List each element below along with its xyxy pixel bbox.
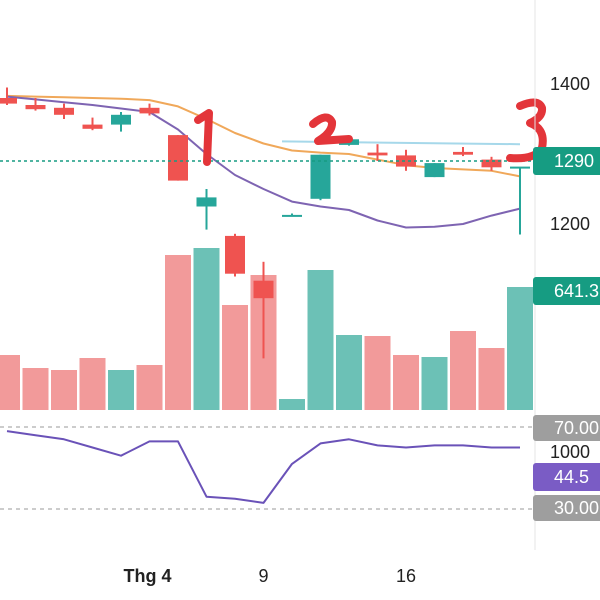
candle-body[interactable] [310,154,331,199]
candle-body[interactable] [139,107,160,114]
last-price-badge-text: 1290 [554,151,594,171]
rsi-upper-badge: 70.00 [533,415,600,441]
candle-body[interactable] [111,114,131,125]
candle-body[interactable] [481,159,502,168]
volume-bar [421,357,448,410]
candle-body[interactable] [25,105,46,110]
candle-body[interactable] [453,151,473,155]
last-price-badge-bg [533,147,600,175]
volume-bar [0,355,20,410]
volume-bar [307,270,334,410]
volume-bar [507,287,533,410]
price-tick-label: 1000 [550,442,590,462]
volume-bar [450,331,476,410]
volume-bar [51,370,77,410]
rsi-lower-badge-text: 30.00 [554,498,599,518]
volume-badge-bg [533,277,600,305]
x-tick-label: Thg 4 [124,566,172,586]
ma-fast-line [6,95,521,229]
candle-body[interactable] [367,152,388,156]
volume-bar [136,365,163,410]
volume-bar [478,348,505,410]
rsi-value-badge: 44.5 [533,463,600,491]
candle-body[interactable] [424,163,445,178]
volume-badge-text: 641.3 [554,281,599,301]
volume-layer [0,248,533,410]
volume-bar [222,305,248,410]
rsi-upper-badge-text: 70.00 [554,418,599,438]
candles-layer [0,87,530,359]
x-tick-label: 9 [258,566,268,586]
rsi-value-badge-text: 44.5 [554,467,589,487]
rsi-lower-badge: 30.00 [533,495,600,521]
moving-average-layer [6,94,521,229]
rsi-lower-badge-bg [533,495,600,521]
candle-body[interactable] [225,235,245,274]
candle-body[interactable] [0,98,17,104]
candle-body[interactable] [54,107,74,115]
volume-bar [108,370,134,410]
price-tick-label: 1200 [550,214,590,234]
axis-layer: 14001300120011001000Thg 49161290641.370.… [124,0,600,586]
rsi-value-badge-bg [533,463,600,491]
volume-bar [79,358,106,410]
volume-badge: 641.3 [533,277,600,305]
price-tick-label: 1400 [550,74,590,94]
x-tick-label: 16 [396,566,416,586]
volume-bar [279,399,305,410]
candle-body[interactable] [82,124,103,129]
volume-bar [193,248,220,410]
annotation-mark: 1 [194,109,213,166]
rsi-upper-badge-bg [533,415,600,441]
volume-bar [336,335,362,410]
candle-body[interactable] [253,280,274,299]
volume-bar [364,336,391,410]
rsi-layer [0,426,532,510]
rsi-line [6,430,520,504]
candle-body[interactable] [282,214,302,217]
candle-body[interactable] [510,166,530,169]
candle-body[interactable] [396,155,416,167]
annotation-mark: 2 [309,113,353,145]
candle-body[interactable] [168,135,188,181]
volume-bar [393,355,419,410]
volume-bar [165,255,191,410]
volume-bar [22,368,49,410]
last-price-badge: 1290 [533,147,600,175]
candle-body[interactable] [196,197,217,207]
